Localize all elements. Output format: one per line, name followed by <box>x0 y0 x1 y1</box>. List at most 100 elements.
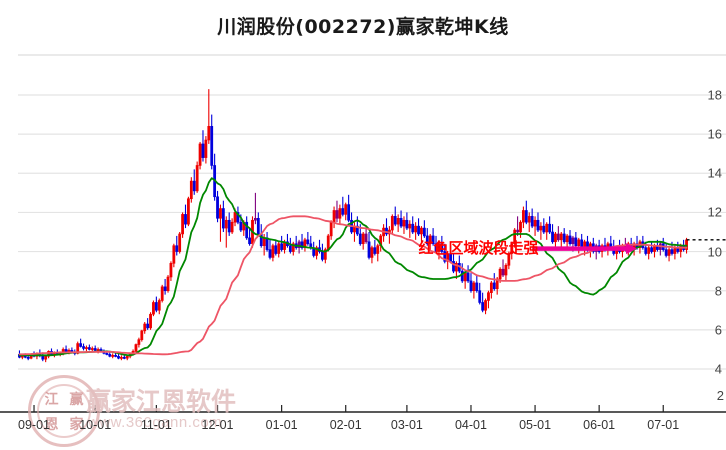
candle-body <box>134 344 138 352</box>
candle-body <box>405 219 409 229</box>
candle-body <box>248 237 251 245</box>
candle-body <box>440 243 444 252</box>
candle-body <box>184 214 187 225</box>
candle-body <box>44 355 48 360</box>
candle-body <box>469 280 473 292</box>
candle-body <box>227 219 231 233</box>
candle-body <box>554 233 557 243</box>
candle-body <box>577 239 581 246</box>
y-axis-tick: 4 <box>714 361 722 377</box>
candle-body <box>466 272 470 282</box>
candle-body <box>117 355 120 359</box>
candle-body <box>472 282 476 292</box>
candle-body <box>489 282 493 293</box>
candle-body <box>475 282 479 292</box>
candle-body <box>498 268 502 280</box>
candle-body <box>679 245 683 252</box>
y-axis-tick: 18 <box>707 87 722 103</box>
watermark-seal-icon: 江 赢 恩 家 <box>28 375 100 447</box>
gridlines <box>18 54 726 370</box>
candle-body <box>664 249 668 256</box>
candle-body <box>271 245 275 258</box>
y-axis-tick: 8 <box>714 283 722 299</box>
candle-body <box>530 216 534 227</box>
candle-body <box>414 225 418 233</box>
candle-body <box>361 233 365 245</box>
candle-body <box>82 346 85 349</box>
candle-body <box>341 208 345 215</box>
moving-averages <box>18 177 688 357</box>
candle-body <box>105 353 109 355</box>
candle-body <box>428 235 432 245</box>
page-title: 川润股份(002272)赢家乾坤K线 <box>217 16 509 38</box>
candle-body <box>420 227 423 235</box>
candle-body <box>396 218 400 225</box>
candle-body <box>484 300 487 311</box>
candle-body <box>187 198 190 225</box>
candle-body <box>670 249 674 254</box>
y-axis-tick: 16 <box>707 126 722 142</box>
candle-body <box>478 290 482 303</box>
candle-body <box>140 330 144 340</box>
candle-body <box>149 313 152 329</box>
candle-body <box>157 300 161 311</box>
candle-body <box>425 235 429 245</box>
candle-body <box>172 245 176 264</box>
candle-body <box>539 225 543 231</box>
candle-body <box>417 225 420 235</box>
candle-body <box>192 180 196 192</box>
candle-body <box>452 261 455 272</box>
candle-body <box>373 247 377 254</box>
candle-body <box>93 348 97 351</box>
candle-body <box>146 323 150 329</box>
marker-arrow-icon <box>626 243 638 255</box>
x-axis-tick: 02-01 <box>329 418 362 432</box>
candle-body <box>431 235 435 245</box>
candle-body <box>154 302 158 311</box>
candle-body <box>367 241 371 258</box>
candle-body <box>347 204 351 221</box>
candle-body <box>277 243 281 254</box>
candle-body <box>559 233 563 241</box>
candle-body <box>300 241 304 248</box>
candle-body <box>163 286 167 292</box>
candle-body <box>344 204 348 215</box>
candle-body <box>437 243 441 252</box>
candle-body <box>76 343 80 354</box>
candle-body <box>524 210 528 223</box>
candle-body <box>233 212 237 223</box>
candle-body <box>335 210 339 219</box>
candle-body <box>87 347 91 350</box>
seal-char-3: 恩 <box>44 416 59 433</box>
candle-body <box>216 196 219 219</box>
candle-body <box>268 249 272 258</box>
candle-body <box>239 221 243 231</box>
x-axis-tick: 11-01 <box>140 418 172 432</box>
candle-body <box>519 221 522 233</box>
candle-body <box>443 251 447 262</box>
candle-body <box>96 349 100 351</box>
candle-body <box>533 219 537 227</box>
candle-body <box>370 247 374 258</box>
candle-body <box>338 208 342 219</box>
y-axis-tick: 14 <box>707 165 722 181</box>
candle-body <box>358 233 362 245</box>
candle-body <box>26 356 30 359</box>
candle-body <box>230 221 234 233</box>
ma-long-line <box>18 215 688 356</box>
x-axis-tick: 07-01 <box>647 418 680 432</box>
candle-body <box>245 221 249 239</box>
candle-body <box>210 126 214 166</box>
candle-body <box>522 210 525 223</box>
candle-body <box>306 239 310 245</box>
candle-body <box>181 214 184 235</box>
candle-body <box>463 272 467 282</box>
candle-body <box>393 216 397 225</box>
x-axis-tick: 04-01 <box>454 418 487 432</box>
x-axis-tick: 12-01 <box>201 418 234 432</box>
x-axis-tick: 06-01 <box>583 418 616 432</box>
markers <box>532 239 726 255</box>
candle-body <box>169 263 173 278</box>
candle-body <box>219 208 222 219</box>
candle-body <box>545 223 549 233</box>
